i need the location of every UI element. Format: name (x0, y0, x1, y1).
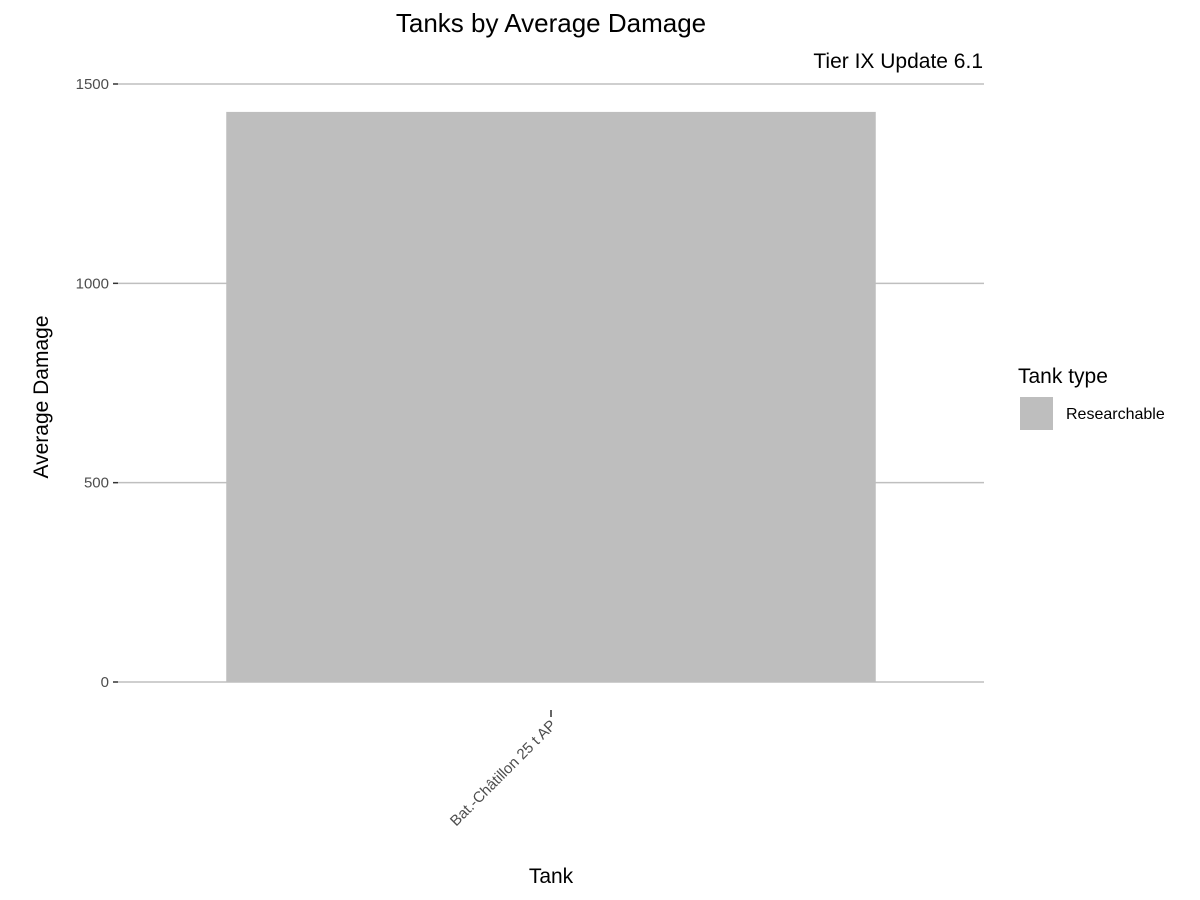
legend-entries: Researchable (1020, 397, 1165, 430)
chart-subtitle: Tier IX Update 6.1 (813, 50, 983, 73)
legend: Tank type Researchable (1018, 365, 1165, 430)
legend-label: Researchable (1066, 406, 1165, 423)
x-axis-ticks: Bat.-Châtillon 25 t AP (447, 710, 560, 830)
y-axis-title: Average Damage (30, 315, 53, 478)
y-tick-label: 500 (84, 475, 109, 492)
y-tick-label: 0 (101, 674, 109, 691)
y-axis-ticks: 0 500 1000 1500 (76, 76, 118, 691)
bar (226, 111, 876, 682)
legend-title: Tank type (1018, 365, 1108, 388)
y-tick-label: 1500 (76, 76, 109, 93)
bars (226, 111, 876, 682)
x-tick-label: Bat.-Châtillon 25 t AP (447, 717, 560, 830)
chart-title: Tanks by Average Damage (396, 8, 706, 38)
legend-swatch (1020, 397, 1053, 430)
y-tick-label: 1000 (76, 275, 109, 292)
x-axis-title: Tank (529, 865, 574, 888)
